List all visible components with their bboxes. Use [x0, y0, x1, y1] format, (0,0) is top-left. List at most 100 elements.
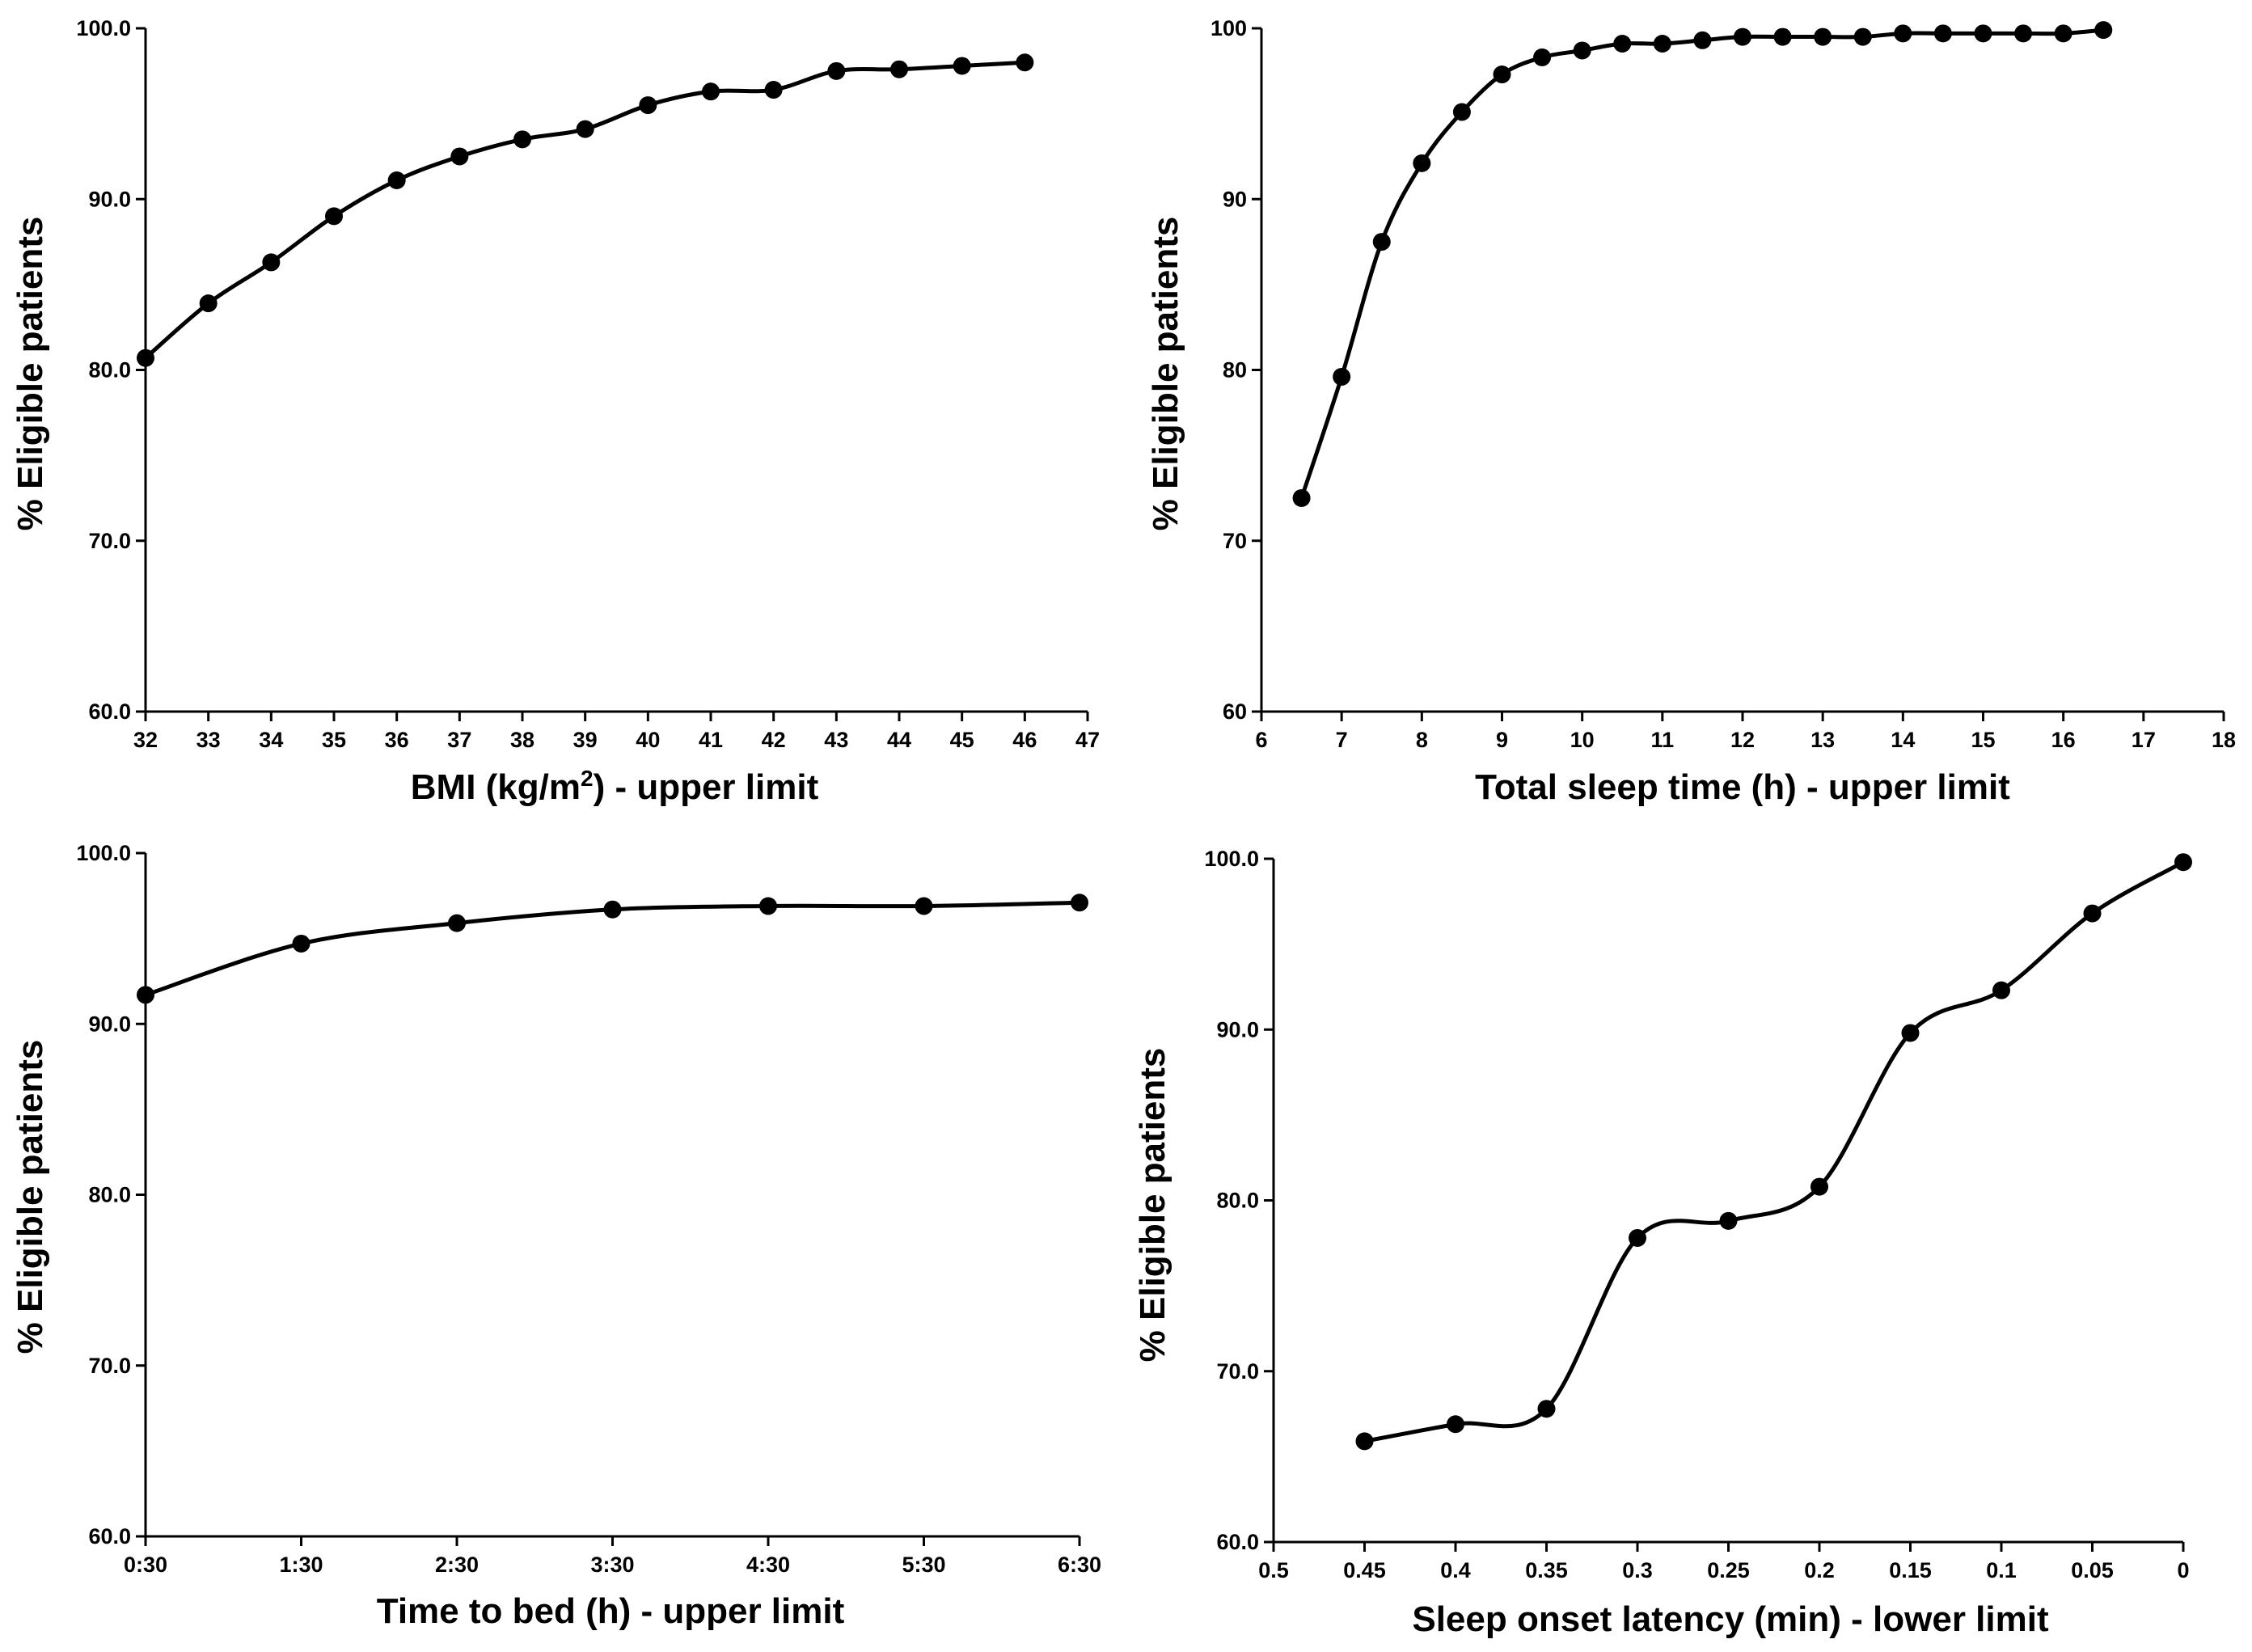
- sleep-onset-latency-x-tick-label: 0.25: [1707, 1558, 1750, 1582]
- total-sleep-time-x-tick-label: 10: [1570, 728, 1595, 752]
- total-sleep-time-data-point: [1814, 27, 1832, 46]
- total-sleep-time-data-point: [1894, 24, 1912, 43]
- sleep-onset-latency-data-point: [2083, 904, 2102, 923]
- bmi-x-tick-label: 37: [447, 728, 471, 752]
- total-sleep-time-data-point: [1372, 233, 1391, 251]
- time-to-bed-y-tick-label: 60.0: [88, 1524, 131, 1548]
- bmi-y-tick-label: 60.0: [88, 699, 131, 724]
- total-sleep-time-y-tick-label: 70: [1223, 529, 1247, 553]
- time-to-bed-x-tick-label: 2:30: [435, 1553, 479, 1577]
- time-to-bed-y-tick-label: 80.0: [88, 1183, 131, 1207]
- bmi-marks: 60.0 70.0 80.0 90.0 100.0 32 33 34 35 36 37 38 39 40 4…: [76, 16, 1100, 752]
- time-to-bed-x-tick-label: 4:30: [746, 1553, 790, 1577]
- sleep-onset-latency-y-tick-label: 80.0: [1216, 1189, 1259, 1213]
- bmi-data-point: [513, 130, 531, 149]
- bmi-x-axis-title-superscript: 2: [581, 766, 594, 791]
- time-to-bed-x-tick-label: 0:30: [124, 1553, 167, 1577]
- time-to-bed-data-point: [603, 900, 622, 919]
- bmi-data-point: [387, 171, 406, 190]
- time-to-bed-y-axis-title: % Eligible patients: [11, 1040, 50, 1354]
- time-to-bed-x-axis-title: Time to bed (h) - upper limit: [377, 1591, 845, 1631]
- bmi-x-axis-title: BMI (kg/m2) - upper limit: [411, 766, 819, 807]
- total-sleep-time-x-tick-label: 14: [1891, 728, 1915, 752]
- time-to-bed-x-tick-label: 3:30: [590, 1553, 634, 1577]
- total-sleep-time-x-tick-label: 6: [1255, 728, 1267, 752]
- bmi-data-point: [450, 147, 469, 166]
- total-sleep-time-y-tick-label: 90: [1223, 187, 1247, 211]
- sleep-onset-latency-data-point: [2174, 853, 2192, 872]
- time-to-bed-y-tick-label: 70.0: [88, 1354, 131, 1378]
- sleep-onset-latency-data-point: [1992, 981, 2010, 999]
- total-sleep-time-x-tick-label: 13: [1810, 728, 1835, 752]
- bmi-x-tick-label: 47: [1075, 728, 1100, 752]
- sleep-onset-latency-y-tick-label: 70.0: [1216, 1359, 1259, 1384]
- bmi-y-tick-label: 100.0: [76, 16, 131, 40]
- sleep-onset-latency-data-point: [1447, 1415, 1464, 1434]
- sleep-onset-latency-x-tick-label: 0.3: [1622, 1558, 1653, 1582]
- total-sleep-time-x-tick-label: 11: [1651, 728, 1675, 752]
- total-sleep-time-data-point: [1413, 154, 1431, 172]
- sleep-onset-latency-data-point: [1629, 1228, 1646, 1247]
- total-sleep-time-data-point: [1452, 103, 1471, 121]
- total-sleep-time-data-point: [1653, 35, 1671, 53]
- chart-panel-total-sleep-time: 60 70 80 90 100 6 7 8 9 10 11 12 13 14 15 16 17 18 Total …: [1146, 16, 2236, 807]
- bmi-x-tick-label: 34: [259, 728, 283, 752]
- sleep-onset-latency-y-axis-title: % Eligible patients: [1133, 1048, 1172, 1363]
- bmi-data-point: [702, 82, 720, 101]
- total-sleep-time-data-point: [2014, 24, 2033, 43]
- sleep-onset-latency-data-point: [1810, 1177, 1828, 1196]
- sleep-onset-latency-x-tick-label: 0.5: [1258, 1558, 1289, 1582]
- sleep-onset-latency-data-point: [1719, 1211, 1738, 1230]
- total-sleep-time-data-point: [1693, 31, 1712, 49]
- total-sleep-time-y-tick-label: 100: [1211, 16, 1247, 40]
- bmi-x-tick-label: 43: [824, 728, 848, 752]
- total-sleep-time-x-tick-label: 15: [1971, 728, 1995, 752]
- sleep-onset-latency-x-tick-label: 0.05: [2071, 1558, 2114, 1582]
- total-sleep-time-series-line: [1299, 27, 2106, 501]
- bmi-x-tick-label: 38: [510, 728, 534, 752]
- sleep-onset-latency-x-tick-label: 0.4: [1440, 1558, 1471, 1582]
- bmi-x-tick-label: 46: [1012, 728, 1037, 752]
- bmi-x-tick-label: 32: [133, 728, 158, 752]
- total-sleep-time-data-point: [2094, 21, 2113, 40]
- bmi-y-tick-label: 70.0: [88, 529, 131, 553]
- total-sleep-time-y-tick-label: 80: [1223, 358, 1247, 382]
- total-sleep-time-y-tick-label: 60: [1223, 699, 1247, 724]
- sleep-onset-latency-y-tick-label: 60.0: [1216, 1530, 1259, 1554]
- time-to-bed-data-point: [915, 897, 933, 915]
- sleep-onset-latency-x-tick-label: 0.1: [1986, 1558, 2017, 1582]
- total-sleep-time-data-point: [1734, 27, 1751, 46]
- sleep-onset-latency-x-tick-label: 0.2: [1804, 1558, 1835, 1582]
- total-sleep-time-x-axis-title: Total sleep time (h) - upper limit: [1475, 767, 2010, 807]
- bmi-data-point: [325, 207, 343, 226]
- chart-panel-sleep-onset-latency: 60.0 70.0 80.0 90.0 100.0 0.5 0.45 0.4 0.35 0.3 0.…: [1133, 847, 2192, 1639]
- bmi-x-tick-label: 41: [699, 728, 723, 752]
- sleep-onset-latency-data-point: [1537, 1400, 1556, 1418]
- time-to-bed-x-tick-label: 6:30: [1058, 1553, 1101, 1577]
- bmi-series-line: [143, 60, 1027, 361]
- total-sleep-time-marks: 60 70 80 90 100 6 7 8 9 10 11 12 13 14 15 16 17 18: [1211, 16, 2236, 752]
- bmi-data-point: [137, 349, 154, 367]
- total-sleep-time-data-point: [1933, 24, 1952, 43]
- time-to-bed-data-point: [292, 934, 311, 953]
- sleep-onset-latency-x-tick-label: 0.15: [1889, 1558, 1932, 1582]
- sleep-onset-latency-x-axis-title: Sleep onset latency (min) - lower limit: [1412, 1599, 2049, 1639]
- bmi-x-tick-label: 42: [762, 728, 786, 752]
- bmi-x-tick-label: 39: [573, 728, 598, 752]
- time-to-bed-y-tick-label: 90.0: [88, 1012, 131, 1036]
- total-sleep-time-data-point: [1292, 488, 1311, 507]
- total-sleep-time-y-axis-title: % Eligible patients: [1146, 217, 1185, 531]
- bmi-data-point: [199, 294, 218, 313]
- total-sleep-time-data-point: [1533, 48, 1552, 66]
- total-sleep-time-x-tick-label: 8: [1416, 728, 1428, 752]
- sleep-onset-latency-y-tick-label: 100.0: [1204, 847, 1259, 871]
- bmi-y-axis-title: % Eligible patients: [11, 217, 50, 531]
- total-sleep-time-data-point: [1333, 367, 1351, 386]
- total-sleep-time-data-point: [2054, 24, 2072, 43]
- total-sleep-time-x-tick-label: 7: [1336, 728, 1348, 752]
- bmi-data-point: [764, 81, 783, 99]
- bmi-data-point: [262, 253, 281, 272]
- bmi-x-tick-label: 44: [887, 728, 911, 752]
- total-sleep-time-x-tick-label: 18: [2212, 728, 2236, 752]
